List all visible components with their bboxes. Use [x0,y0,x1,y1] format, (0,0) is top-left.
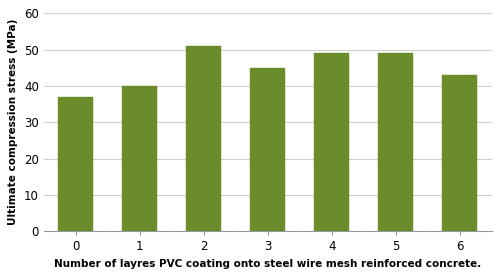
Y-axis label: Ultimate compression stress (MPa): Ultimate compression stress (MPa) [8,19,18,225]
Bar [314,53,350,231]
Bar [378,53,414,231]
Bar [58,97,93,231]
Bar [122,86,157,231]
Bar [250,68,285,231]
X-axis label: Number of layres PVC coating onto steel wire mesh reinforced concrete.: Number of layres PVC coating onto steel … [54,259,482,269]
Bar [186,46,221,231]
Bar [442,75,478,231]
